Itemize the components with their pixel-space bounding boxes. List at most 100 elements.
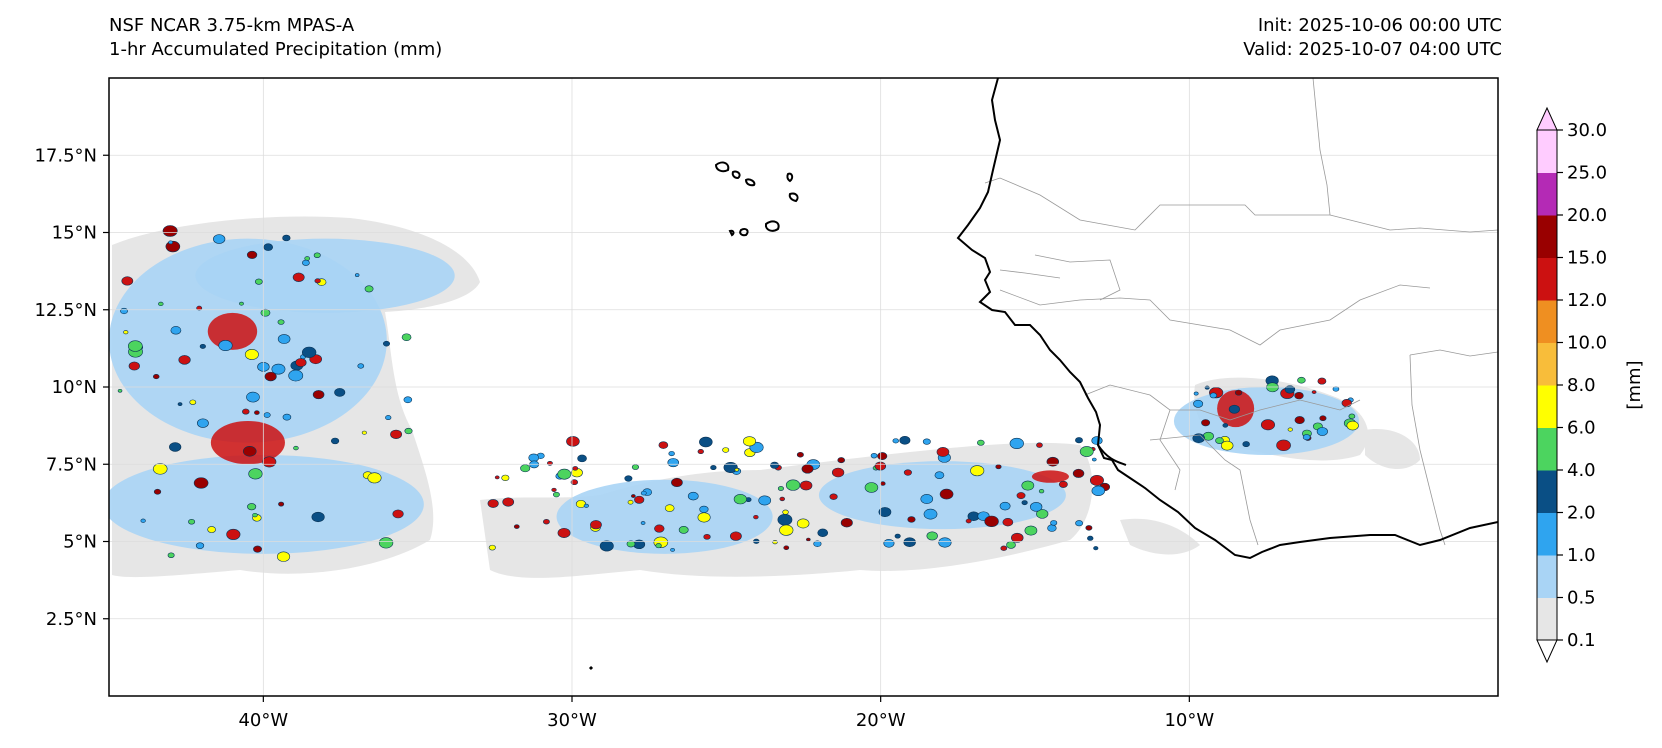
convective-cell xyxy=(403,396,413,404)
lon-tick-label: 20°W xyxy=(856,710,906,731)
convective-cell xyxy=(1222,423,1229,428)
colorbar-segment xyxy=(1537,300,1557,343)
convective-cell xyxy=(667,458,680,468)
colorbar-segment xyxy=(1537,215,1557,258)
convective-cell xyxy=(501,474,510,482)
convective-cell xyxy=(1093,546,1099,551)
convective-cell xyxy=(213,234,226,244)
convective-cell xyxy=(770,461,780,469)
convective-cell xyxy=(1091,485,1105,497)
convective-cell xyxy=(263,412,271,418)
convective-cell xyxy=(199,343,206,349)
precip-area-southwest-band xyxy=(109,454,424,554)
convective-cell xyxy=(806,537,811,542)
lat-tick-label: 15°N xyxy=(52,223,97,244)
convective-cell xyxy=(1228,404,1240,414)
convective-cell xyxy=(167,552,175,558)
convective-cell xyxy=(599,540,614,552)
convective-cell xyxy=(123,330,129,335)
convective-cell xyxy=(334,388,346,397)
convective-cell xyxy=(246,391,260,403)
convective-cell xyxy=(404,427,413,435)
precip-area-northwest-core xyxy=(207,312,258,350)
convective-cell xyxy=(277,319,285,325)
convective-cell xyxy=(121,276,134,286)
convective-cell xyxy=(566,436,580,447)
cape-verde-boa-vista xyxy=(788,192,799,203)
convective-cell xyxy=(242,408,250,415)
colorbar-tick-label: 2.0 xyxy=(1567,503,1596,524)
convective-cell xyxy=(246,250,258,259)
convective-cell xyxy=(152,374,160,380)
st-peter-paul-rocks xyxy=(588,665,594,671)
colorbar-tick-label: 0.5 xyxy=(1567,588,1596,609)
convective-cell xyxy=(1058,480,1068,488)
convective-cell xyxy=(330,437,340,445)
convective-cell xyxy=(777,514,793,526)
convective-cell xyxy=(799,480,813,491)
convective-cell xyxy=(367,472,382,484)
convective-cell xyxy=(1009,437,1024,449)
colorbar-segment xyxy=(1537,342,1557,386)
convective-cell xyxy=(631,494,636,498)
convective-cell xyxy=(177,402,183,407)
country-borders xyxy=(984,78,1498,546)
lat-tick-label: 12.5°N xyxy=(34,300,97,321)
convective-cell xyxy=(546,461,553,466)
border-gambia xyxy=(999,269,1061,279)
convective-cell xyxy=(999,501,1011,511)
convective-cell xyxy=(1089,474,1104,486)
convective-cell xyxy=(796,518,810,529)
convective-cell xyxy=(796,451,804,458)
convective-cell xyxy=(253,545,262,553)
convective-cell xyxy=(783,545,790,550)
convective-cell xyxy=(1021,480,1035,491)
convective-cell xyxy=(572,466,579,471)
stratiform-gulf xyxy=(1120,518,1200,555)
convective-cell xyxy=(1341,399,1352,408)
convective-cell xyxy=(1311,390,1317,394)
convective-cell xyxy=(392,509,404,519)
lat-tick-label: 10°N xyxy=(52,377,97,398)
convective-cell xyxy=(670,547,675,552)
convective-cell xyxy=(1000,545,1008,551)
convective-cell xyxy=(254,278,263,285)
convective-cell xyxy=(242,445,257,457)
convective-cell xyxy=(552,491,560,498)
colorbar-segment xyxy=(1537,385,1557,428)
convective-cell xyxy=(699,436,713,448)
coastline-west-africa xyxy=(956,78,1498,560)
convective-cell xyxy=(1193,399,1204,408)
init-time: Init: 2025-10-06 00:00 UTC xyxy=(1257,15,1502,36)
convective-cell xyxy=(264,371,277,382)
convective-cell xyxy=(1192,433,1205,444)
cape-verde-brava xyxy=(728,229,735,237)
convective-cell xyxy=(1294,416,1305,425)
convective-cell xyxy=(934,471,945,479)
convective-cell xyxy=(1276,439,1291,452)
border-mauritania-mali xyxy=(984,78,1331,231)
convective-cell xyxy=(1234,389,1243,396)
convective-cell xyxy=(664,504,675,512)
convective-cell xyxy=(218,340,233,352)
convective-cell xyxy=(923,508,938,520)
convective-cell xyxy=(939,488,954,500)
convective-cell xyxy=(658,441,669,449)
convective-cell xyxy=(1091,436,1103,445)
convective-cell xyxy=(401,333,412,342)
convective-cell xyxy=(878,507,892,517)
convective-cell xyxy=(1036,509,1049,519)
convective-cell xyxy=(543,519,550,525)
colorbar-segment xyxy=(1537,470,1557,513)
convective-cell xyxy=(488,544,496,551)
convective-cell xyxy=(551,487,557,492)
convective-cell xyxy=(772,540,778,545)
colorbar-tick-label: 20.0 xyxy=(1567,205,1607,226)
colorbar-tick-label: 30.0 xyxy=(1567,120,1607,141)
convective-cell xyxy=(922,438,931,445)
convective-cell xyxy=(193,477,209,489)
convective-cell xyxy=(390,429,403,439)
convective-cell xyxy=(899,436,911,445)
convective-cell xyxy=(1316,427,1328,436)
lat-tick-label: 17.5°N xyxy=(34,145,97,166)
